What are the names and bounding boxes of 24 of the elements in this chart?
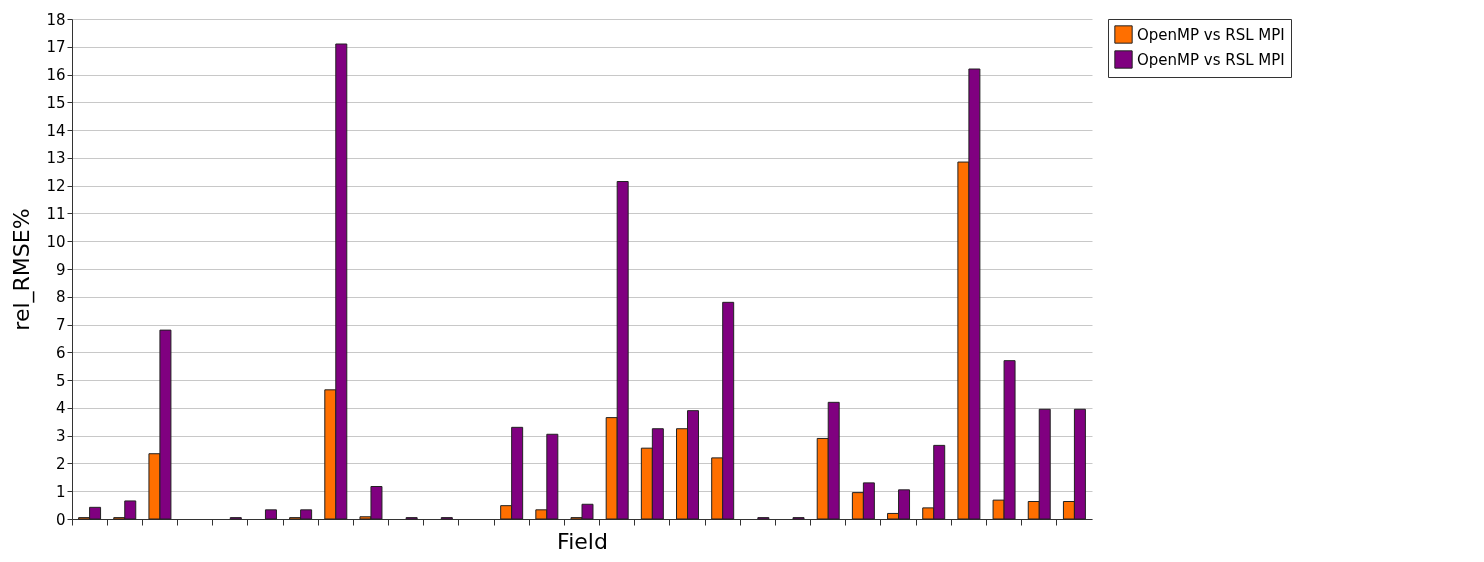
y-tick-label: 9	[55, 260, 66, 279]
bar	[264, 509, 277, 520]
y-tick-label: 5	[55, 371, 66, 390]
y-tick-label: 6	[55, 343, 66, 362]
y-tick-label: 13	[46, 149, 66, 168]
y-tick-label: 12	[46, 177, 66, 196]
y-tick-label: 18	[46, 10, 66, 29]
y-tick-label: 2	[55, 454, 66, 473]
y-tick-label: 3	[55, 427, 66, 446]
y-axis-title: rel_RMSE%	[9, 208, 36, 331]
y-tick-label: 10	[46, 232, 66, 251]
y-tick-label: 7	[55, 316, 66, 335]
x-axis-title: Field	[557, 529, 608, 554]
y-tick-label: 4	[55, 399, 66, 418]
y-tick-label: 15	[46, 93, 66, 112]
y-tick-label: 0	[55, 510, 66, 529]
y-tick-label: 8	[55, 288, 66, 307]
y-tick-label: 11	[46, 204, 66, 223]
y-tick-label: 17	[46, 38, 66, 57]
y-tick-label: 1	[55, 482, 66, 501]
legend-label: OpenMP vs RSL MPI	[1137, 25, 1285, 44]
legend-label: OpenMP vs RSL MPI	[1137, 50, 1285, 69]
y-tick-label: 16	[46, 66, 66, 85]
y-tick-label: 14	[46, 121, 66, 140]
